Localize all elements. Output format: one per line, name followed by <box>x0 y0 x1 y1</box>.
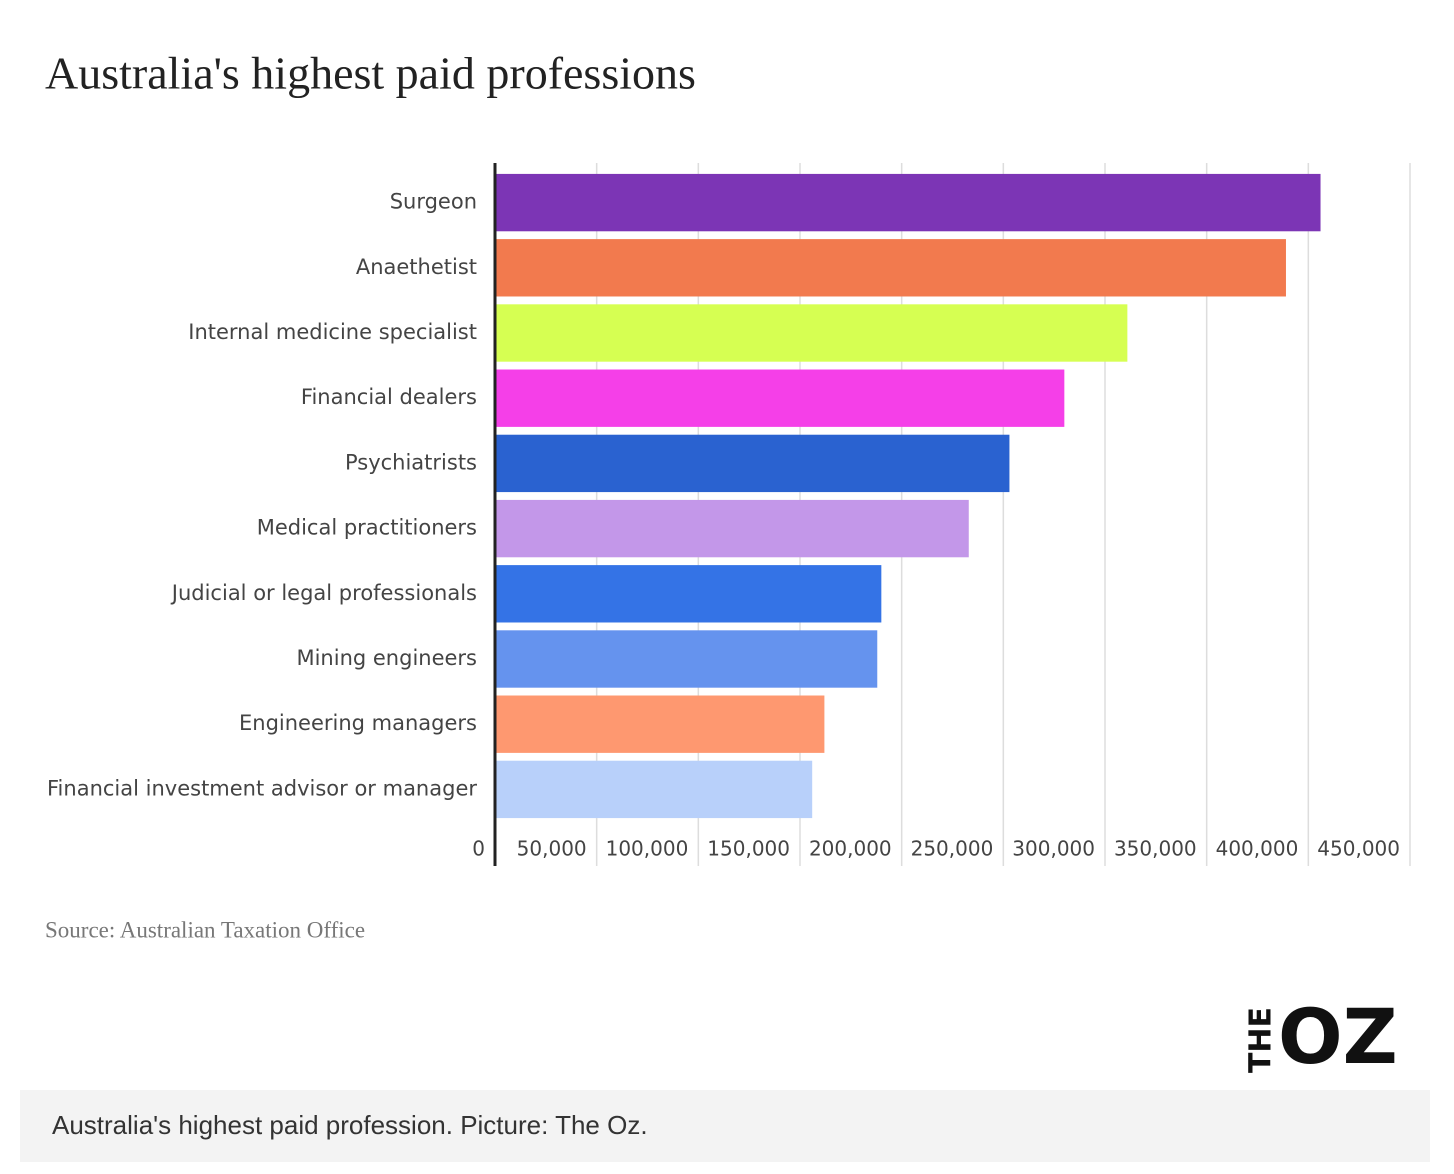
y-tick-label: Mining engineers <box>296 646 477 670</box>
y-tick-label: Surgeon <box>390 190 477 214</box>
bar <box>495 630 878 688</box>
y-tick-label: Anaethetist <box>356 255 477 279</box>
bar <box>495 173 1321 232</box>
y-tick-label: Internal medicine specialist <box>188 320 477 344</box>
logo-the: THE <box>1244 1007 1279 1073</box>
source: Source: Australian Taxation Office <box>45 917 365 942</box>
bar <box>495 565 882 623</box>
bar <box>495 304 1128 362</box>
y-tick-label: Financial investment advisor or manager <box>47 776 477 800</box>
x-tick-label: 50,000 <box>517 837 587 861</box>
x-tick-label: 0 <box>472 837 485 861</box>
bar <box>495 760 813 819</box>
bar <box>495 499 969 558</box>
caption: Australia's highest paid profession. Pic… <box>52 1110 648 1140</box>
x-tick-label: 150,000 <box>707 837 790 861</box>
x-tick-label: 450,000 <box>1317 837 1400 861</box>
bar <box>495 695 825 753</box>
x-tick-label: 250,000 <box>911 837 994 861</box>
x-tick-label: 100,000 <box>606 837 689 861</box>
bar <box>495 369 1065 427</box>
logo-oz: OZ <box>1278 992 1398 1081</box>
y-tick-label: Medical practitioners <box>257 516 477 540</box>
bar <box>495 434 1010 493</box>
x-tick-label: 400,000 <box>1216 837 1299 861</box>
bar <box>495 239 1286 297</box>
chart-title: Australia's highest paid professions <box>45 48 696 99</box>
caption-bar <box>20 1090 1430 1162</box>
x-tick-label: 200,000 <box>809 837 892 861</box>
x-tick-label: 300,000 <box>1012 837 1095 861</box>
y-tick-label: Financial dealers <box>301 385 477 409</box>
x-tick-label: 350,000 <box>1114 837 1197 861</box>
y-tick-label: Psychiatrists <box>345 450 477 474</box>
y-tick-label: Judicial or legal professionals <box>170 581 477 605</box>
y-tick-label: Engineering managers <box>239 711 477 735</box>
